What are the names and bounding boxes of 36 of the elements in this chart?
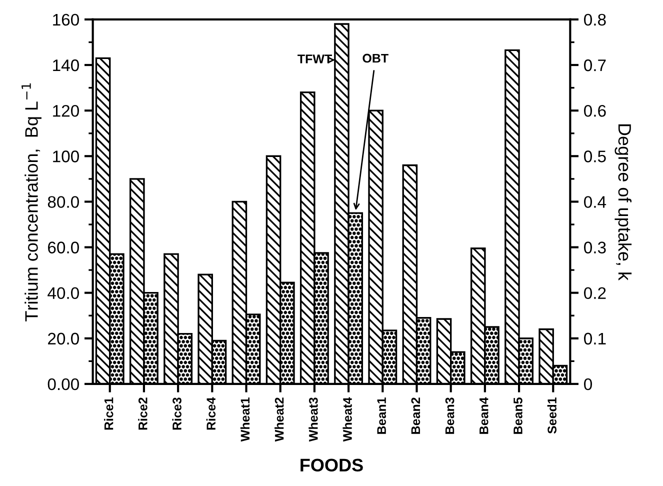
x-tick-label: Bean2 [411,398,420,434]
x-tick-label: Wheat4 [342,397,352,442]
y2-tick-label: 0.4 [584,196,606,208]
x-tick-label: Bean1 [377,397,386,434]
y-tick-label: 60.0 [48,242,79,254]
x-tick-label: Bean4 [480,397,488,434]
y-tick-label: 80.0 [48,196,79,208]
y2-tick-label: 0.5 [584,150,606,162]
x-tick-label: Rice2 [138,398,148,430]
y-tick-label: 20.0 [48,332,79,345]
y-tick-label: 0.00 [48,378,79,390]
y2-tick-label: 0.1 [584,332,606,345]
x-tick-label: Rice1 [104,397,114,430]
x-tick-label: Seed1 [547,397,556,434]
y-tick-label: 120 [53,104,79,117]
text: OBT [362,54,388,63]
x-axis-title: FOODS [300,458,363,472]
x-tick-label: Bean5 [514,397,522,434]
y2-tick-label: 0.3 [584,242,606,254]
y2-tick-label: 0.7 [584,59,606,72]
y2-tick-label: 0.8 [584,14,606,26]
x-tick-label: Wheat3 [308,398,318,442]
y2-axis-title: Degree of uptake, k [614,124,632,281]
y-axis-title: Tritium concentration, Bq L$^{−1}$ [22,83,42,322]
y-tick-label: 140 [53,59,79,72]
y2-tick-label: 0.6 [584,104,606,117]
x-tick-label: Wheat2 [274,398,284,442]
y-tick-label: 100 [53,150,79,162]
x-tick-label: Rice3 [172,398,182,430]
x-tick-label: Wheat1 [240,397,250,442]
x-tick-label: Rice4 [206,397,216,430]
y2-tick-label: 0 [584,378,592,390]
y-tick-label: 160 [53,14,79,26]
y-tick-label: 40.0 [48,287,79,300]
y2-tick-label: 0.2 [584,287,606,300]
x-tick-label: Bean3 [445,398,454,434]
